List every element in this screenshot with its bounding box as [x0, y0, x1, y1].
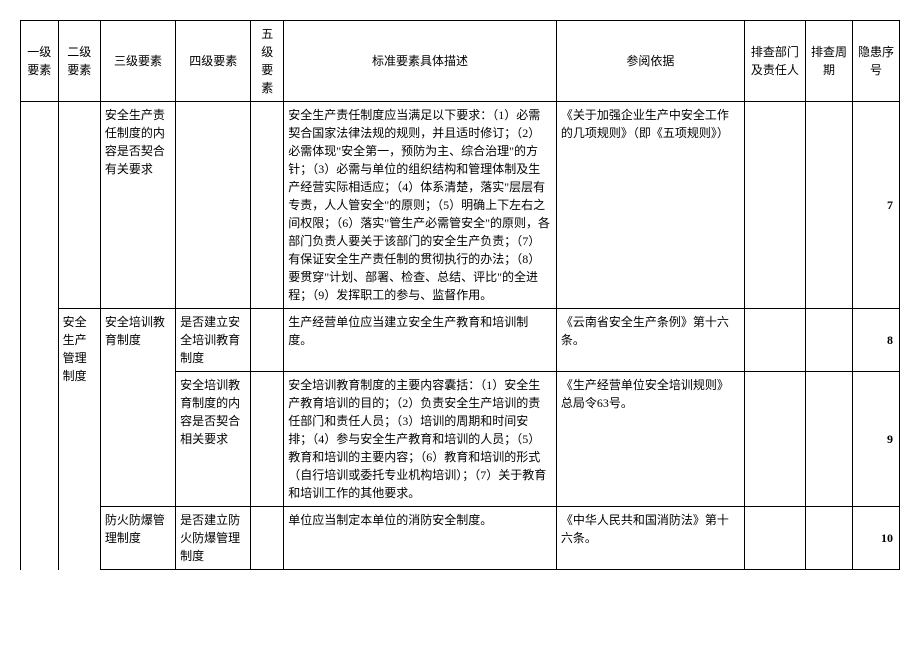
cell-l3: 安全生产责任制度的内容是否契合有关要求: [100, 102, 175, 309]
cell-l5: [251, 102, 284, 309]
cell-ref: 《生产经营单位安全培训规则》总局令63号。: [556, 372, 744, 507]
compliance-table: 一级要素 二级要素 三级要素 四级要素 五级要素 标准要素具体描述 参阅依据 排…: [20, 20, 900, 570]
cell-l4: 是否建立安全培训教育制度: [176, 309, 251, 372]
h-c7: 参阅依据: [556, 21, 744, 102]
cell-l5: [251, 309, 284, 372]
cell-ref: 《中华人民共和国消防法》第十六条。: [556, 507, 744, 570]
cell-num: 9: [852, 372, 899, 507]
cell-l3: 安全培训教育制度: [100, 309, 175, 507]
cell-l2: [58, 102, 100, 309]
cell-desc: 生产经营单位应当建立安全生产教育和培训制度。: [284, 309, 557, 372]
cell-desc: 安全生产责任制度应当满足以下要求：（1）必需契合国家法律法规的规则，并且适时修订…: [284, 102, 557, 309]
h-c1: 一级要素: [21, 21, 59, 102]
cell-l5: [251, 372, 284, 507]
table-row: 安全生产责任制度的内容是否契合有关要求 安全生产责任制度应当满足以下要求：（1）…: [21, 102, 900, 309]
h-c3: 三级要素: [100, 21, 175, 102]
cell-desc: 安全培训教育制度的主要内容囊括：（1）安全生产教育培训的目的；（2）负责安全生产…: [284, 372, 557, 507]
cell-l5: [251, 507, 284, 570]
cell-l4: 安全培训教育制度的内容是否契合相关要求: [176, 372, 251, 507]
cell-l1: [21, 102, 59, 570]
table-row: 安全生产管理制度 安全培训教育制度 是否建立安全培训教育制度 生产经营单位应当建…: [21, 309, 900, 372]
cell-period: [805, 102, 852, 309]
header-row: 一级要素 二级要素 三级要素 四级要素 五级要素 标准要素具体描述 参阅依据 排…: [21, 21, 900, 102]
cell-dept: [744, 102, 805, 309]
cell-desc: 单位应当制定本单位的消防安全制度。: [284, 507, 557, 570]
h-c2: 二级要素: [58, 21, 100, 102]
h-c10: 隐患序号: [852, 21, 899, 102]
h-c8: 排查部门及责任人: [744, 21, 805, 102]
h-c9: 排查周期: [805, 21, 852, 102]
cell-l2: 安全生产管理制度: [58, 309, 100, 570]
table-row: 防火防爆管理制度 是否建立防火防爆管理制度 单位应当制定本单位的消防安全制度。 …: [21, 507, 900, 570]
cell-l4: 是否建立防火防爆管理制度: [176, 507, 251, 570]
cell-period: [805, 309, 852, 372]
cell-dept: [744, 372, 805, 507]
h-c5: 五级要素: [251, 21, 284, 102]
cell-l4: [176, 102, 251, 309]
cell-num: 8: [852, 309, 899, 372]
cell-l3: 防火防爆管理制度: [100, 507, 175, 570]
cell-period: [805, 372, 852, 507]
cell-dept: [744, 507, 805, 570]
cell-ref: 《关于加强企业生产中安全工作的几项规则》（即《五项规则》）: [556, 102, 744, 309]
cell-ref: 《云南省安全生产条例》第十六条。: [556, 309, 744, 372]
cell-num: 10: [852, 507, 899, 570]
h-c6: 标准要素具体描述: [284, 21, 557, 102]
cell-period: [805, 507, 852, 570]
cell-num: 7: [852, 102, 899, 309]
cell-dept: [744, 309, 805, 372]
h-c4: 四级要素: [176, 21, 251, 102]
